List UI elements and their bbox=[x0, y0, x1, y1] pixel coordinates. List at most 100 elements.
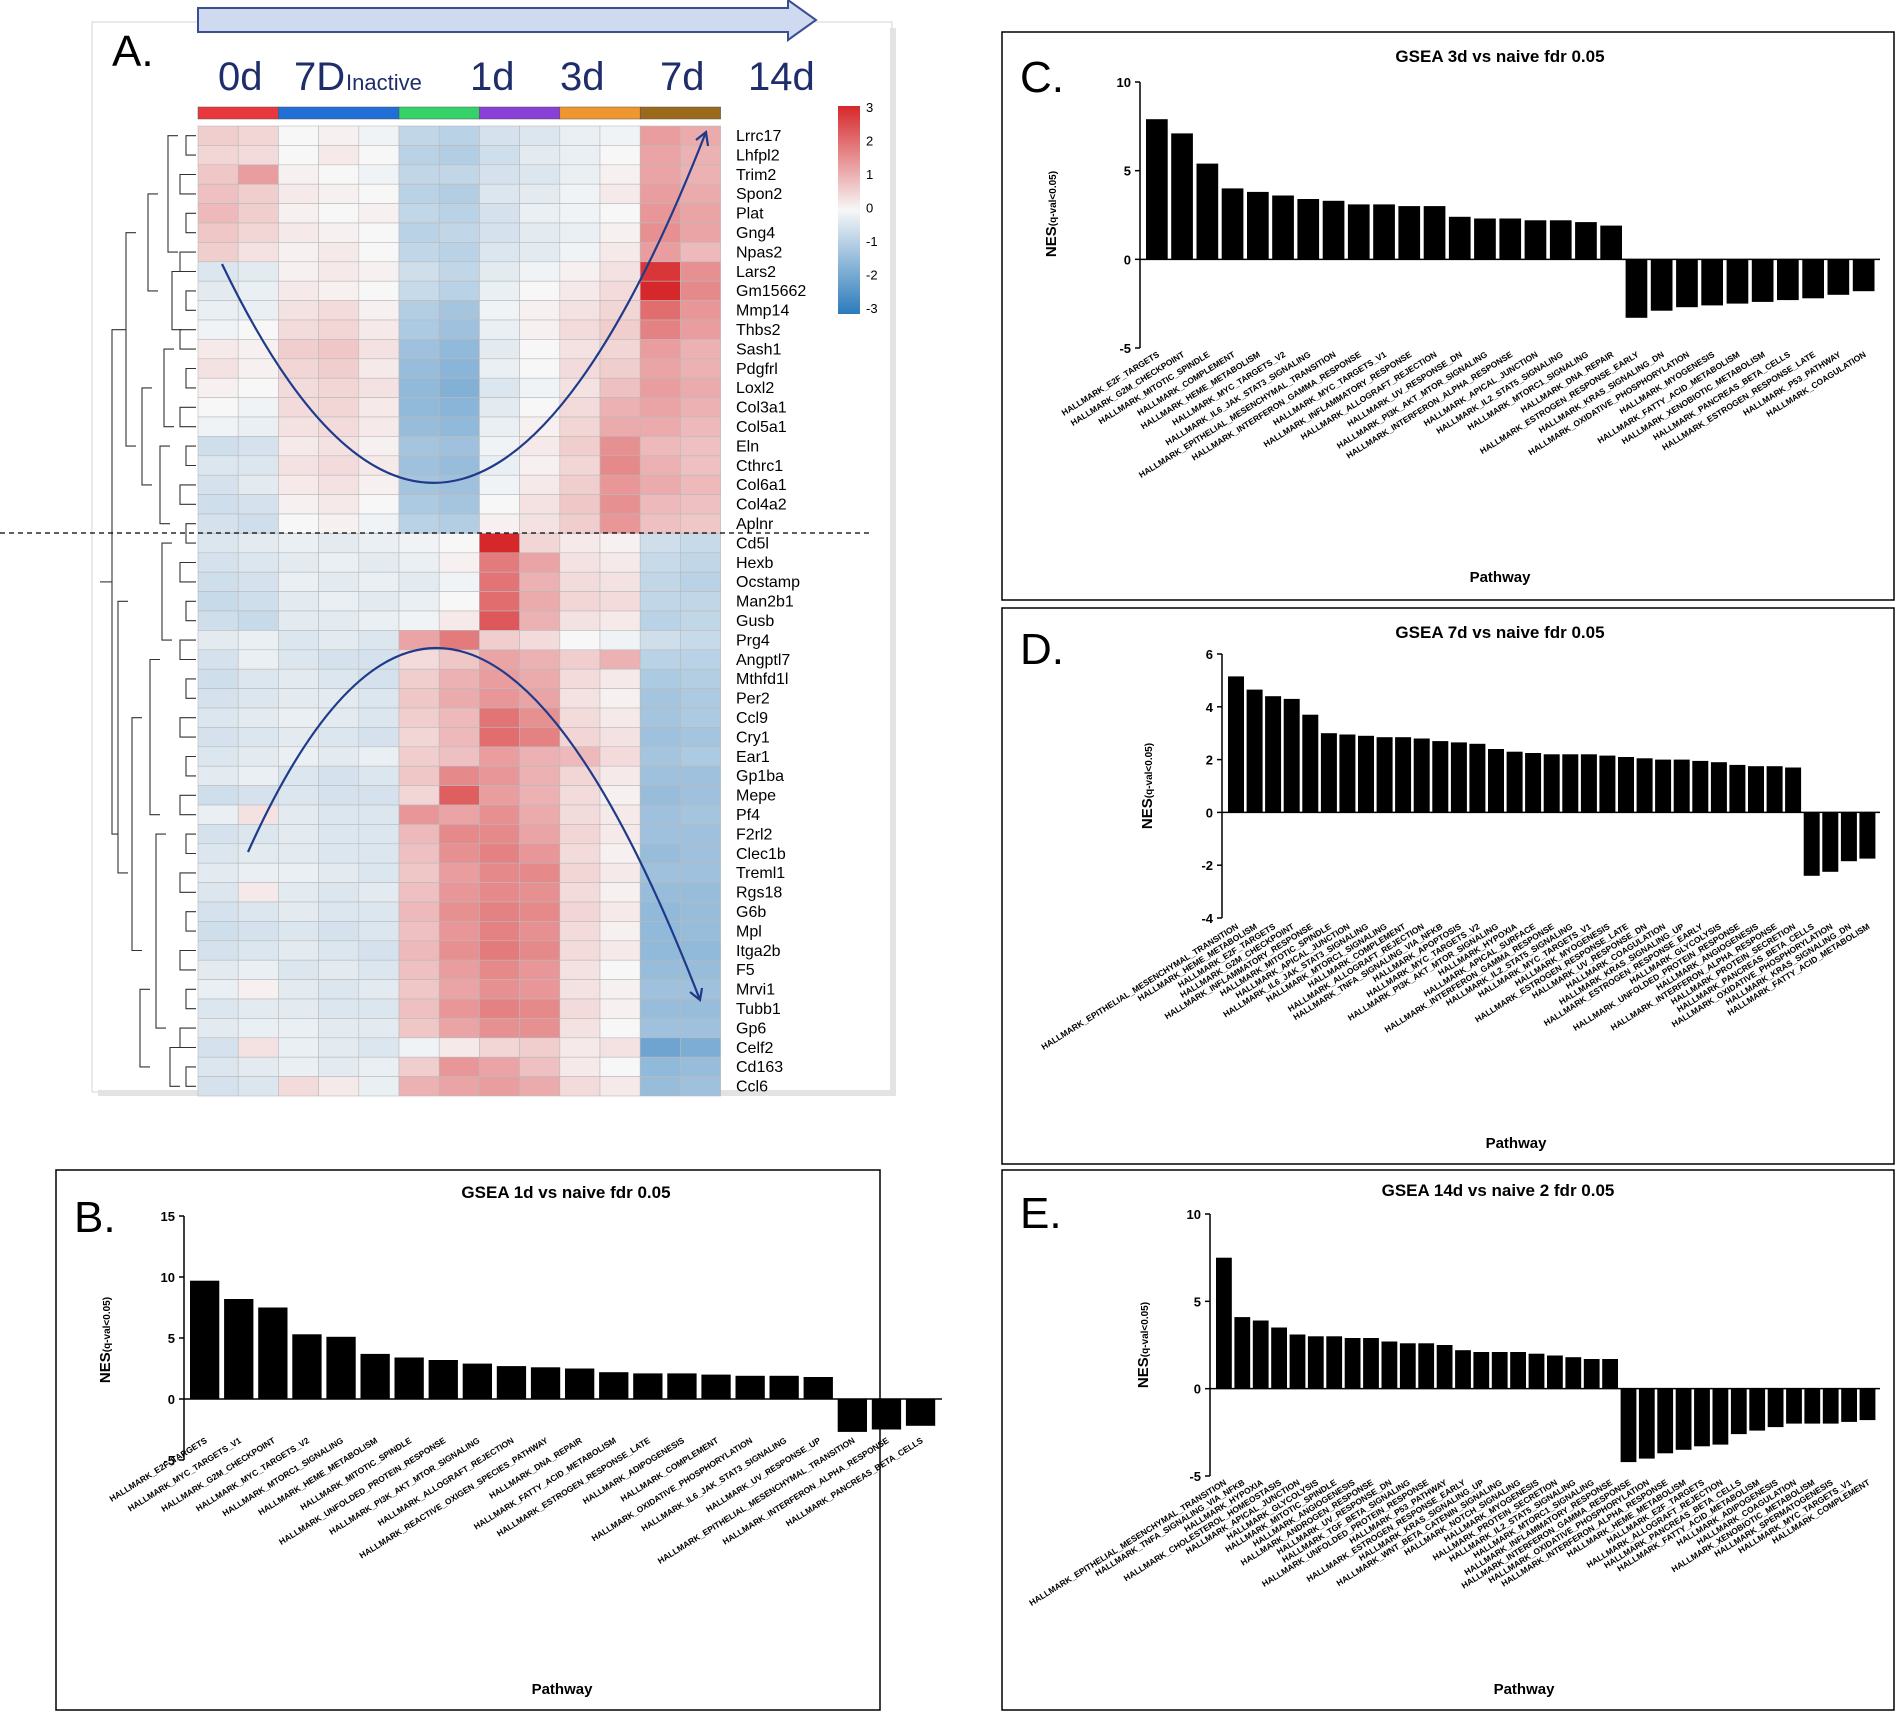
heatmap-cell bbox=[318, 513, 360, 534]
y-axis-label: NES(q-val<0.05) bbox=[1043, 171, 1060, 257]
heatmap-cell bbox=[519, 1076, 561, 1097]
heatmap-cell bbox=[639, 824, 681, 845]
heatmap-cell bbox=[639, 125, 681, 146]
heatmap-cell bbox=[237, 571, 279, 592]
heatmap-cell bbox=[278, 571, 319, 592]
heatmap-cell bbox=[438, 300, 480, 321]
heatmap-cell bbox=[479, 203, 520, 224]
y-axis-label-main: NES bbox=[1139, 798, 1156, 829]
heatmap-cell bbox=[398, 552, 440, 573]
bar bbox=[1803, 812, 1820, 876]
bar bbox=[1234, 1317, 1251, 1389]
bar bbox=[1252, 1320, 1269, 1389]
heatmap-cell bbox=[639, 552, 681, 573]
heatmap-cell bbox=[197, 358, 239, 379]
y-tick-label: 5 bbox=[1194, 1294, 1201, 1309]
heatmap-cell bbox=[197, 397, 239, 418]
bar bbox=[1528, 1353, 1545, 1389]
heatmap-cell bbox=[639, 145, 681, 166]
heatmap-cell bbox=[278, 707, 319, 728]
heatmap-cell bbox=[519, 319, 561, 340]
heatmap-cell bbox=[599, 203, 641, 224]
panel-e-letter: E. bbox=[1020, 1189, 1062, 1238]
legend-tick: -3 bbox=[866, 301, 878, 316]
heatmap-cell bbox=[639, 494, 681, 515]
gene-label: Angptl7 bbox=[736, 652, 790, 669]
heatmap-cell bbox=[479, 164, 520, 185]
x-axis-label: Pathway bbox=[532, 1681, 594, 1698]
heatmap-cell bbox=[318, 145, 360, 166]
heatmap-cell bbox=[479, 125, 520, 146]
heatmap-cell bbox=[519, 242, 561, 263]
gene-label: Per2 bbox=[736, 691, 770, 708]
y-tick-label: 0 bbox=[168, 1392, 175, 1407]
heatmap-cell bbox=[519, 610, 561, 631]
panel-c-frame bbox=[1001, 31, 1895, 601]
heatmap-cell bbox=[639, 242, 681, 263]
gene-label: Eln bbox=[736, 438, 759, 455]
heatmap-cell bbox=[278, 494, 319, 515]
heatmap-cell bbox=[680, 397, 721, 418]
heatmap-cell bbox=[278, 222, 319, 243]
heatmap-cell bbox=[398, 921, 440, 942]
heatmap-cell bbox=[278, 824, 319, 845]
heatmap-cell bbox=[519, 746, 561, 767]
heatmap-cell bbox=[318, 921, 360, 942]
heatmap-cell bbox=[318, 727, 360, 748]
heatmap-cell bbox=[237, 319, 279, 340]
heatmap-cell bbox=[479, 358, 520, 379]
x-axis-label: Pathway bbox=[1470, 569, 1532, 586]
heatmap-cell bbox=[278, 979, 319, 1000]
gene-label: Cd163 bbox=[736, 1059, 783, 1076]
trend-arrow-upper bbox=[221, 131, 708, 484]
gene-label: Thbs2 bbox=[736, 322, 781, 339]
x-axis-label: Pathway bbox=[1486, 1135, 1548, 1152]
heatmap-cell bbox=[197, 804, 239, 825]
dendrogram-branch bbox=[155, 833, 166, 1029]
y-tick-label: 4 bbox=[1206, 700, 1214, 715]
heatmap-cell bbox=[318, 183, 360, 204]
heatmap-cell bbox=[680, 1076, 721, 1097]
heatmap-cell bbox=[278, 785, 319, 806]
heatmap-cell bbox=[318, 591, 360, 612]
heatmap-cell bbox=[358, 804, 400, 825]
dendrogram-branch bbox=[179, 794, 196, 816]
heatmap-cell bbox=[599, 552, 641, 573]
heatmap-cell bbox=[197, 377, 239, 398]
heatmap-cell bbox=[398, 397, 440, 418]
y-axis-label: NES(q-val<0.05) bbox=[97, 1297, 114, 1383]
gene-label: Ccl6 bbox=[736, 1079, 768, 1096]
bar bbox=[1822, 1388, 1839, 1424]
y-axis-label-main: NES bbox=[97, 1352, 114, 1383]
heatmap-cell bbox=[639, 998, 681, 1019]
heatmap-cell bbox=[318, 1037, 360, 1058]
heatmap-cell bbox=[479, 513, 520, 534]
bar bbox=[1543, 754, 1560, 813]
heatmap-cell bbox=[318, 571, 360, 592]
heatmap-cell bbox=[438, 862, 480, 883]
y-tick-label: 5 bbox=[168, 1331, 175, 1346]
heatmap-cell bbox=[438, 164, 480, 185]
heatmap-cell bbox=[438, 513, 480, 534]
bar bbox=[1221, 188, 1244, 260]
heatmap-cell bbox=[479, 727, 520, 748]
heatmap-cell bbox=[639, 707, 681, 728]
heatmap-cell bbox=[479, 940, 520, 961]
heatmap-cell bbox=[680, 377, 721, 398]
heatmap-cell bbox=[237, 145, 279, 166]
heatmap-cell bbox=[237, 591, 279, 612]
heatmap-cell bbox=[318, 397, 360, 418]
heatmap-cell bbox=[358, 397, 400, 418]
heatmap-cell bbox=[398, 688, 440, 709]
heatmap-cell bbox=[237, 959, 279, 980]
heatmap-cell bbox=[358, 688, 400, 709]
heatmap-cell bbox=[358, 436, 400, 457]
gene-labels: Lrrc17 Lhfpl2 Trim2 Spon2 Plat Gng4 Npas2 Lars2… bbox=[736, 128, 806, 1096]
heatmap-cell bbox=[237, 688, 279, 709]
heatmap-cell bbox=[358, 319, 400, 340]
heatmap-cell bbox=[519, 824, 561, 845]
heatmap-cell bbox=[237, 552, 279, 573]
heatmap-cell bbox=[278, 688, 319, 709]
bar bbox=[462, 1363, 492, 1399]
heatmap-cell bbox=[318, 959, 360, 980]
